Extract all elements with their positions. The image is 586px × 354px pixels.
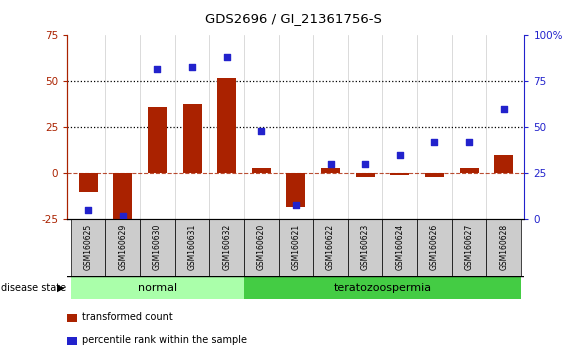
Bar [252,168,271,173]
Point [222,55,231,60]
Bar [494,155,513,173]
Bar [425,173,444,177]
Bar [486,219,521,276]
Bar [79,173,98,192]
Point [360,161,370,167]
Bar [287,173,305,207]
Bar [175,219,209,276]
Text: GSM160622: GSM160622 [326,224,335,270]
Text: GSM160623: GSM160623 [361,224,370,270]
Point [464,139,473,145]
Point [118,213,128,219]
Bar [244,219,278,276]
Bar [417,219,452,276]
Text: GSM160630: GSM160630 [153,224,162,270]
Bar [278,219,314,276]
Point [83,207,93,213]
Bar [148,107,167,173]
Text: percentile rank within the sample: percentile rank within the sample [82,335,247,346]
Text: transformed count: transformed count [82,312,173,322]
Point [326,161,335,167]
Bar [113,173,132,221]
Bar [182,103,202,173]
Point [153,66,162,72]
Text: GDS2696 / GI_21361756-S: GDS2696 / GI_21361756-S [205,12,381,25]
Bar [209,219,244,276]
Bar [105,219,140,276]
Point [499,106,509,112]
Bar [67,314,77,322]
Text: GSM160628: GSM160628 [499,224,508,270]
Text: GSM160632: GSM160632 [222,224,231,270]
Point [430,139,439,145]
Text: GSM160631: GSM160631 [188,224,196,270]
Text: normal: normal [138,282,177,293]
Bar [390,173,410,175]
Bar [67,337,77,345]
Text: GSM160627: GSM160627 [465,224,473,270]
Bar [348,219,383,276]
Bar [459,168,479,173]
Text: GSM160625: GSM160625 [84,224,93,270]
Bar [452,219,486,276]
Text: GSM160629: GSM160629 [118,224,127,270]
Text: teratozoospermia: teratozoospermia [333,282,431,293]
Bar [217,78,236,173]
Text: disease state: disease state [1,282,66,293]
Text: GSM160626: GSM160626 [430,224,439,270]
Bar [244,276,521,299]
Bar [71,276,244,299]
Text: GSM160621: GSM160621 [291,224,301,270]
Bar [314,219,348,276]
Text: GSM160620: GSM160620 [257,224,266,270]
Bar [140,219,175,276]
Text: ▶: ▶ [57,282,64,293]
Point [257,128,266,134]
Point [395,152,404,158]
Bar [383,219,417,276]
Point [188,64,197,69]
Bar [356,173,374,177]
Bar [321,168,340,173]
Text: GSM160624: GSM160624 [396,224,404,270]
Point [291,202,301,207]
Bar [71,219,105,276]
